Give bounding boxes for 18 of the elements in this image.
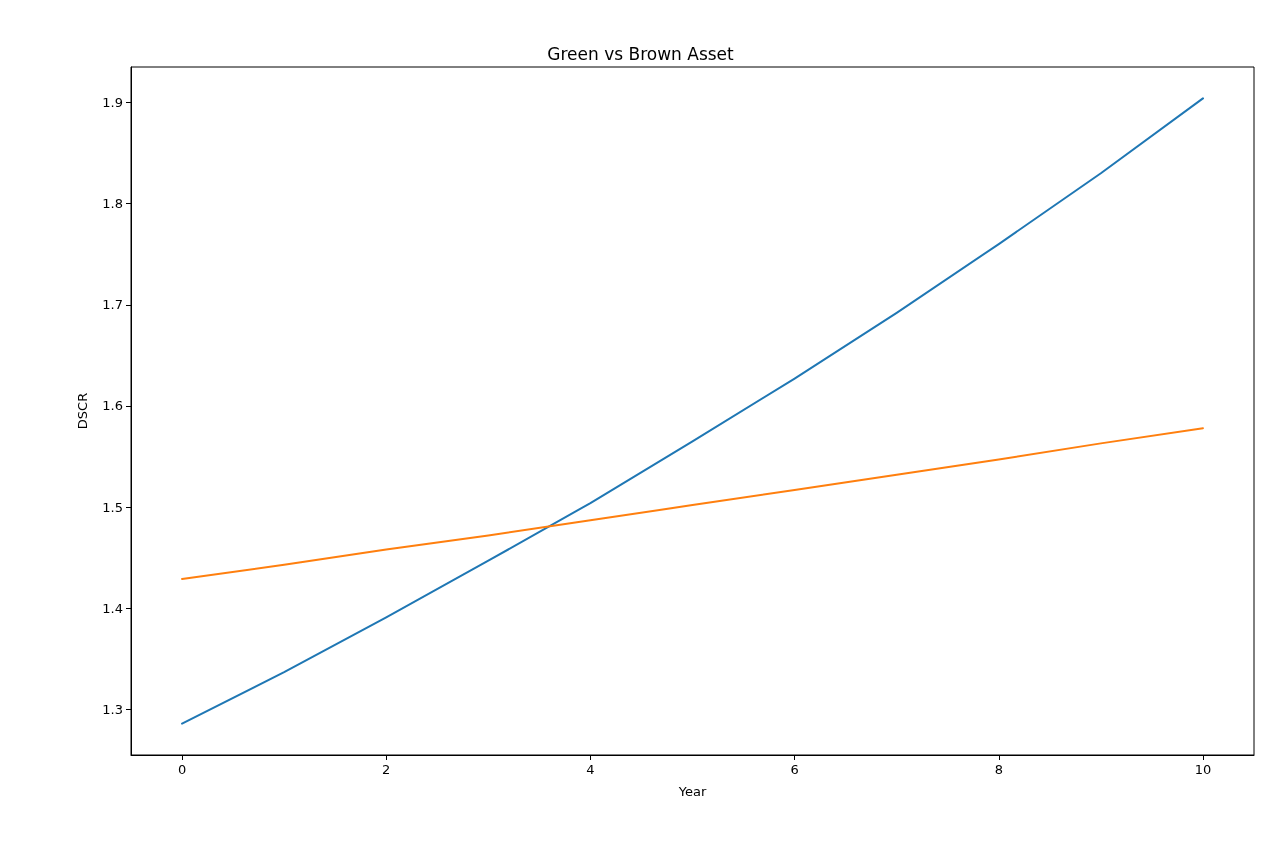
x-tick-label: 4 xyxy=(586,762,595,777)
x-tick-label: 0 xyxy=(177,762,187,777)
x-tick-label: 6 xyxy=(790,762,799,777)
y-axis-title: DSCR xyxy=(75,392,90,430)
y-tick-label: 1.9 xyxy=(102,94,123,110)
chart-title: Green vs Brown Asset xyxy=(547,43,735,64)
line-series xyxy=(181,427,1204,580)
x-tick-label: 10 xyxy=(1194,762,1212,777)
y-tick-label: 1.8 xyxy=(102,196,123,212)
line-series xyxy=(181,97,1204,725)
x-tick-label: 2 xyxy=(382,762,391,777)
x-tick-label: 8 xyxy=(994,762,1003,777)
y-tick-label: 1.5 xyxy=(102,499,123,515)
y-tick-label: 1.3 xyxy=(102,701,123,717)
y-tick-label: 1.4 xyxy=(102,600,123,616)
y-tick-label: 1.7 xyxy=(102,297,123,313)
x-axis-title: Year xyxy=(677,784,707,799)
y-tick-label: 1.6 xyxy=(102,398,123,414)
